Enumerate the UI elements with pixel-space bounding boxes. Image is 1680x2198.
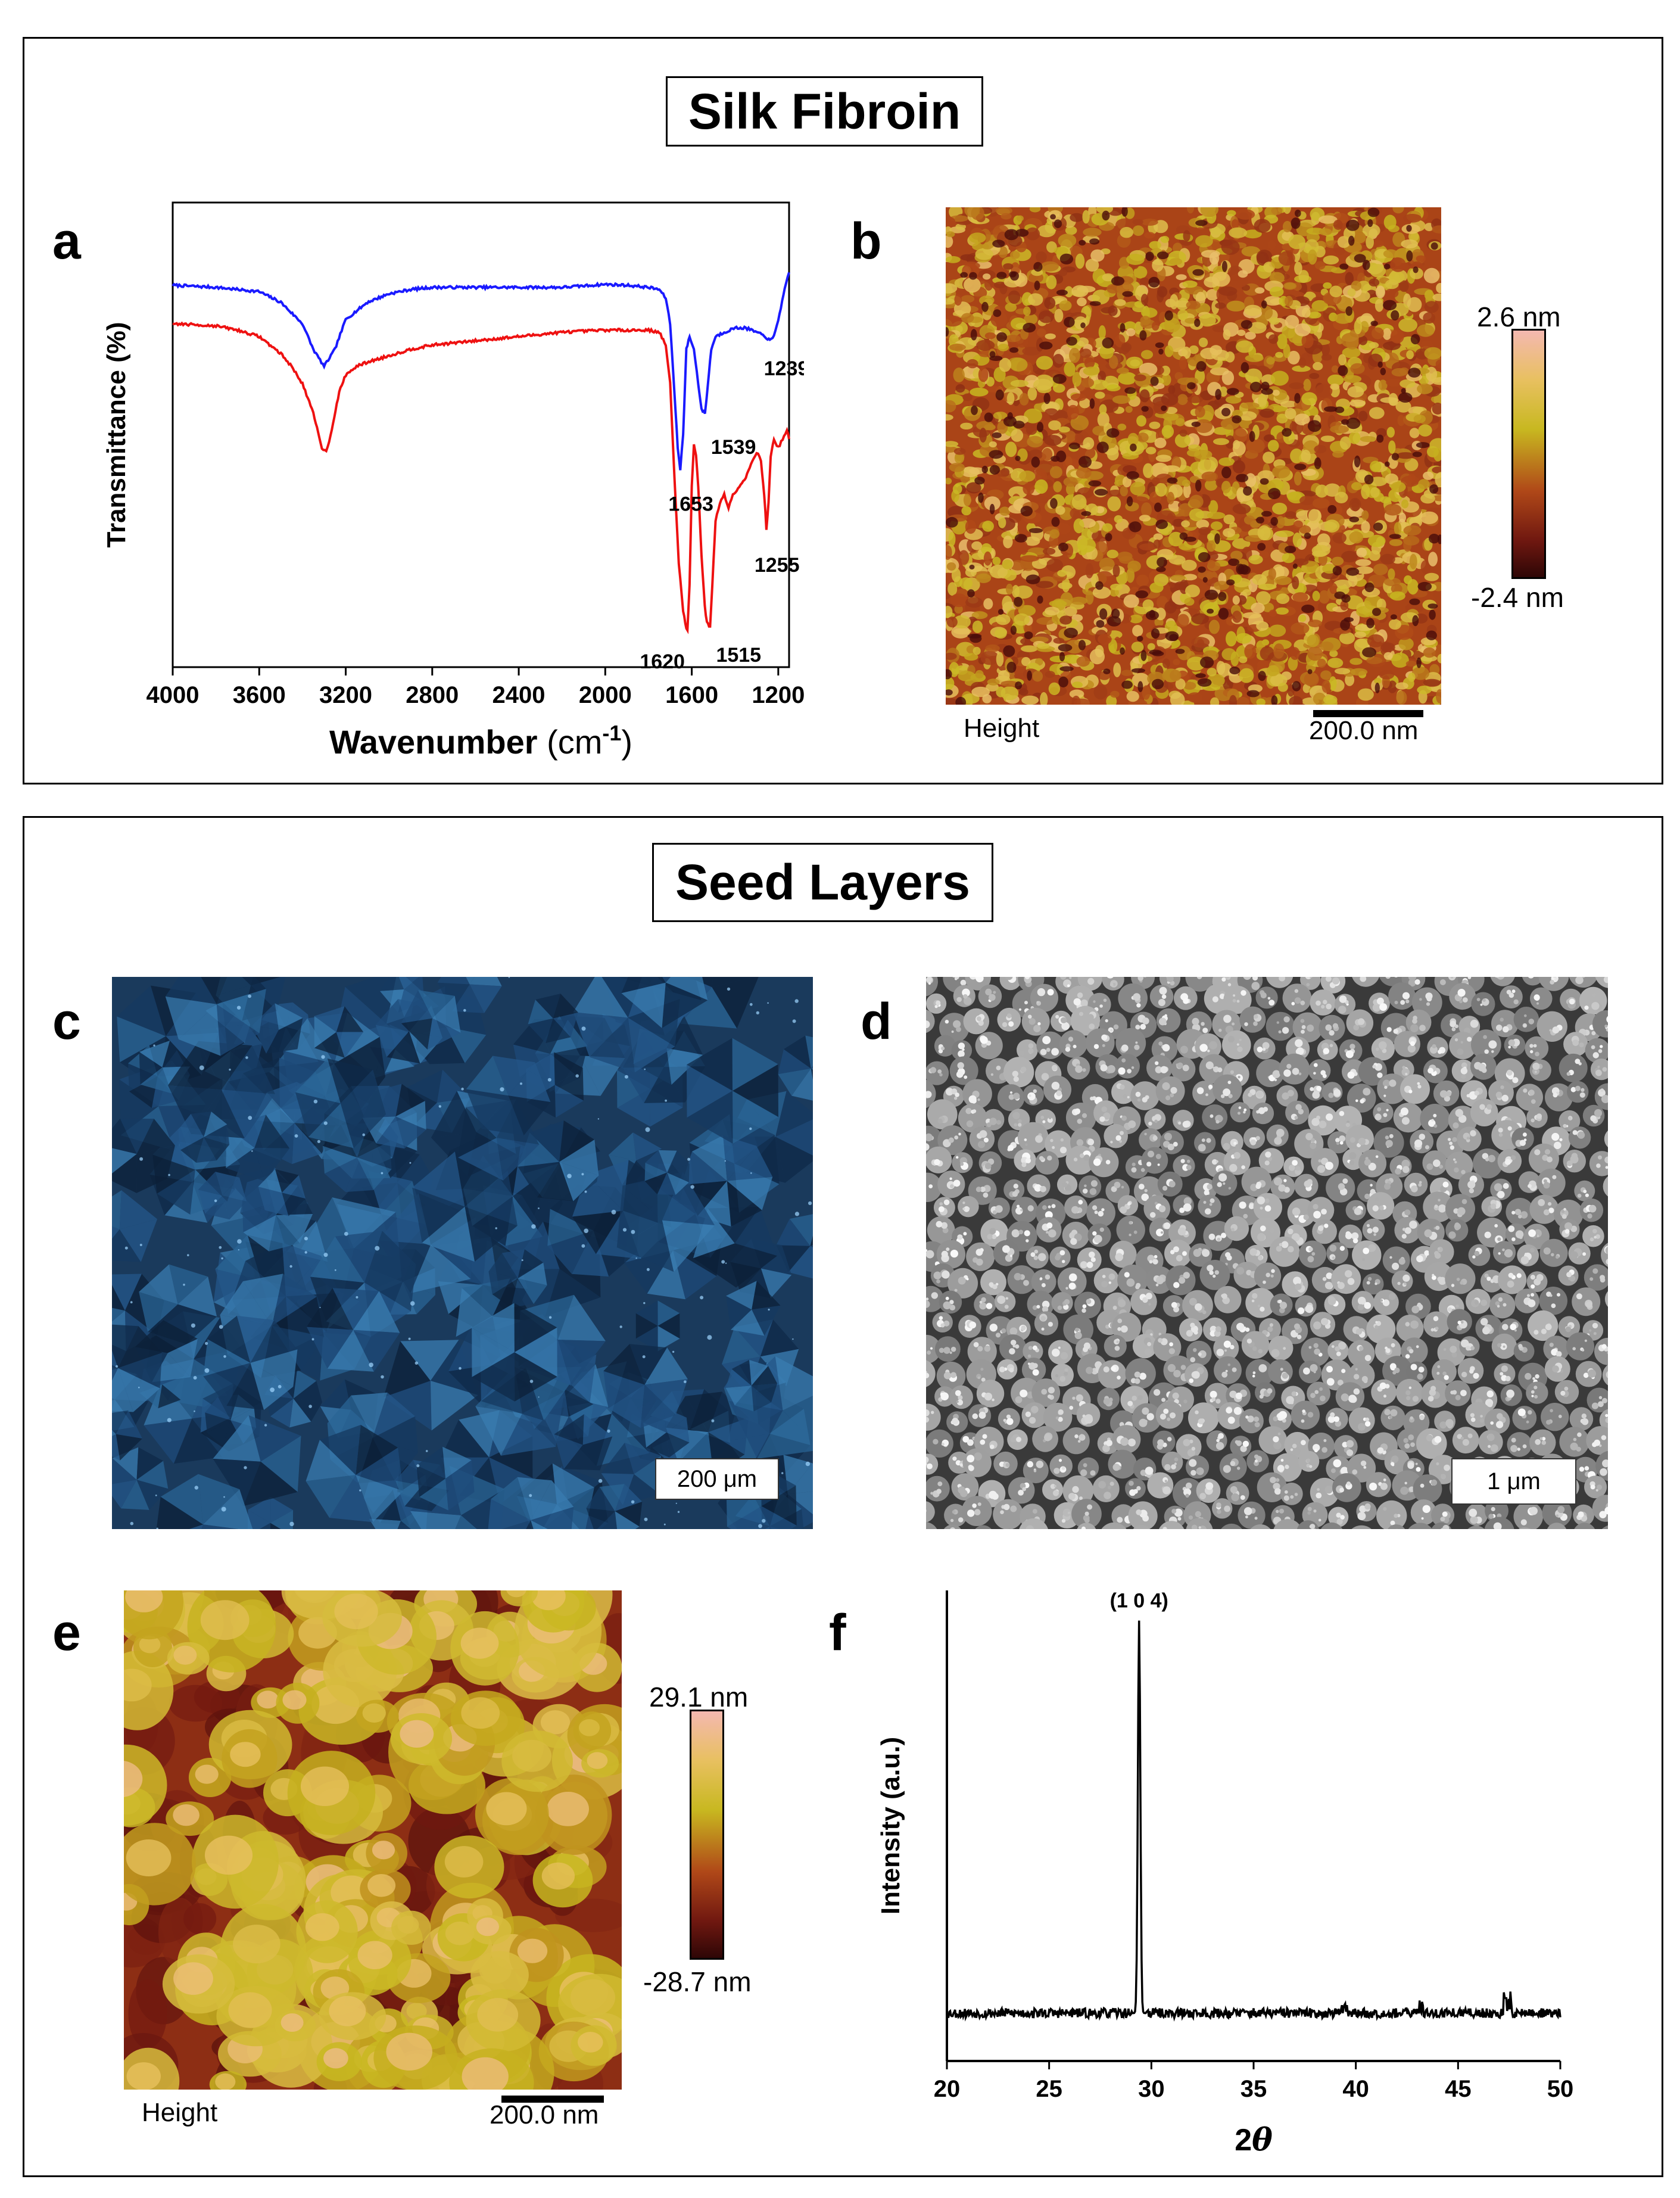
- afm-image-silk-fibroin: [946, 207, 1441, 705]
- ftir-peak-label: 1239: [764, 357, 804, 380]
- scale-label-d: 1 μm: [1451, 1458, 1576, 1505]
- xrd-x-tick-label: 20: [934, 2076, 961, 2102]
- ftir-y-axis-label: Transmittance (%): [102, 322, 131, 548]
- ftir-series-line-0: [172, 272, 790, 471]
- xrd-x-tick-label: 30: [1138, 2076, 1165, 2102]
- afm-image-seed-layer: [124, 1590, 622, 2090]
- afm-height-label-b: Height: [964, 714, 1040, 743]
- optical-micrograph: [112, 977, 813, 1529]
- ftir-peak-label: 1515: [716, 644, 761, 667]
- ftir-peak-label: 1539: [711, 436, 756, 459]
- scale-bar-e: [501, 2096, 604, 2103]
- ftir-peak-label: 1255: [755, 554, 800, 577]
- scale-bar-label-e: 200.0 nm: [490, 2100, 599, 2129]
- panel-letter-d: d: [861, 993, 892, 1050]
- section-title-seed-layers: Seed Layers: [652, 843, 993, 922]
- ftir-x-axis-label: Wavenumber (cm-1): [329, 721, 632, 761]
- ftir-plot-frame: [172, 201, 790, 668]
- scale-label-c: 200 μm: [655, 1458, 779, 1500]
- ftir-x-tick-label: 1200: [752, 682, 804, 708]
- ftir-x-tick-label: 2000: [579, 682, 632, 708]
- ftir-peak-label: 1620: [640, 650, 685, 673]
- xrd-x-tick-label: 25: [1036, 2076, 1062, 2102]
- color-scale-bar-e: [690, 1710, 724, 1960]
- sem-image: [926, 977, 1608, 1529]
- color-scale-bar-b: [1511, 329, 1546, 579]
- ftir-x-tick-label: 3600: [233, 682, 286, 708]
- ftir-x-tick-label: 2400: [493, 682, 546, 708]
- xrd-x-tick-label: 45: [1445, 2076, 1472, 2102]
- panel-letter-c: c: [52, 993, 81, 1050]
- xrd-series-line: [946, 1620, 1561, 2022]
- panel-letter-f: f: [829, 1604, 846, 1661]
- ftir-chart: 4000 3600 3200 2800 2400 2000 1600 1200 Wavenumb…: [102, 201, 804, 761]
- section-title-silk-fibroin: Silk Fibroin: [666, 76, 983, 147]
- xrd-x-tick-label: 35: [1240, 2076, 1267, 2102]
- xrd-peak-label: (1 0 4): [1110, 1590, 1168, 1612]
- ftir-x-tick-label: 3200: [319, 682, 372, 708]
- xrd-x-axis-label: 2θ: [1235, 2122, 1273, 2158]
- xrd-chart: 20 25 30 35 40 45 50 2θ Intensity (a.u.) (1 0 4): [876, 1590, 1574, 2158]
- xrd-x-tick-label: 50: [1547, 2076, 1574, 2102]
- xrd-y-axis-label: Intensity (a.u.): [876, 1737, 905, 1914]
- scale-bar-b: [1313, 710, 1423, 717]
- ftir-series-line-1: [172, 321, 790, 634]
- afm-height-label-e: Height: [142, 2098, 218, 2127]
- color-scale-min-b: -2.4 nm: [1471, 582, 1564, 613]
- ftir-x-tick-label: 1600: [665, 682, 718, 708]
- xrd-x-tick-label: 40: [1342, 2076, 1369, 2102]
- panel-letter-e: e: [52, 1604, 81, 1661]
- ftir-x-tick-label: 2800: [406, 682, 459, 708]
- ftir-x-tick-label: 4000: [147, 682, 200, 708]
- scale-bar-label-b: 200.0 nm: [1309, 716, 1419, 745]
- panel-letter-a: a: [52, 213, 81, 270]
- color-scale-max-e: 29.1 nm: [649, 1682, 749, 1713]
- ftir-peak-label: 1653: [668, 493, 713, 515]
- color-scale-min-e: -28.7 nm: [643, 1966, 752, 1997]
- panel-letter-b: b: [850, 213, 882, 270]
- color-scale-max-b: 2.6 nm: [1477, 301, 1561, 332]
